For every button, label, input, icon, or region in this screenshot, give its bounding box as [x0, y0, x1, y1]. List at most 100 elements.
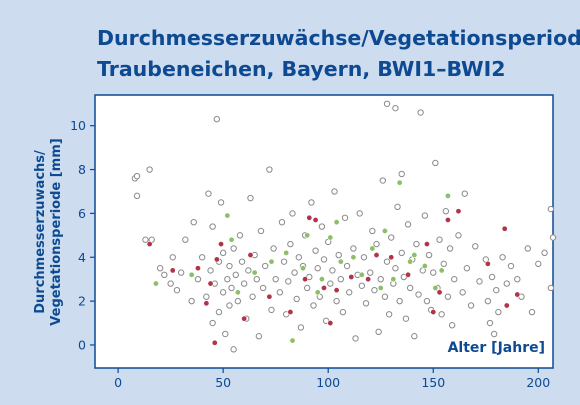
point: [209, 319, 216, 327]
point: [299, 265, 306, 272]
point: [152, 280, 159, 287]
point: [209, 223, 216, 230]
point: [438, 311, 445, 318]
point: [255, 333, 263, 340]
point: [404, 221, 412, 228]
point: [442, 208, 450, 215]
point: [346, 289, 353, 296]
point: [297, 324, 305, 331]
point: [146, 166, 153, 173]
point: [161, 271, 168, 279]
point: [133, 192, 141, 200]
point: [484, 260, 491, 267]
point: [495, 308, 502, 316]
point: [304, 232, 311, 239]
point: [358, 282, 366, 289]
point: [312, 216, 319, 223]
point: [440, 260, 447, 268]
point: [280, 258, 288, 265]
point: [476, 278, 483, 285]
point: [333, 219, 340, 226]
point: [493, 286, 500, 294]
point: [222, 330, 229, 338]
point: [293, 295, 300, 303]
point: [499, 254, 506, 261]
point: [312, 247, 319, 254]
point: [230, 245, 237, 252]
point: [388, 254, 395, 261]
point: [268, 258, 275, 265]
point: [396, 179, 403, 186]
point: [295, 254, 302, 261]
point: [327, 280, 334, 287]
point: [375, 328, 382, 336]
point: [547, 205, 555, 213]
point: [503, 280, 510, 287]
point: [224, 275, 231, 283]
point: [146, 241, 153, 248]
point: [257, 227, 265, 235]
point: [329, 267, 336, 274]
point: [406, 284, 414, 292]
y-axis-label-line: Vegetationsperiode [mm]: [49, 138, 64, 325]
point: [451, 275, 458, 283]
point: [266, 293, 273, 300]
y-tick-label: 0: [78, 337, 86, 352]
point: [350, 254, 357, 261]
point: [268, 306, 275, 314]
point: [488, 273, 496, 281]
point: [333, 297, 340, 305]
point: [327, 234, 334, 241]
point: [514, 291, 521, 298]
point: [167, 280, 174, 287]
point: [425, 251, 433, 259]
point: [341, 214, 349, 221]
point: [436, 289, 443, 296]
point: [283, 249, 290, 256]
point: [392, 265, 399, 272]
point: [234, 289, 241, 296]
point: [385, 311, 393, 318]
point: [402, 315, 410, 322]
point: [215, 308, 223, 316]
point: [535, 260, 542, 268]
point: [190, 218, 197, 226]
point: [421, 263, 428, 270]
point: [369, 245, 376, 252]
point: [194, 265, 201, 272]
point: [261, 262, 269, 270]
point: [463, 265, 471, 272]
point: [381, 293, 389, 300]
point: [226, 262, 233, 270]
point: [314, 289, 321, 296]
point: [266, 166, 273, 173]
point: [241, 315, 248, 322]
point: [318, 276, 325, 283]
point: [318, 223, 326, 230]
point: [276, 289, 284, 296]
point: [203, 300, 210, 307]
point: [320, 284, 327, 291]
point: [467, 302, 475, 309]
point: [272, 275, 279, 283]
x-tick-label: 0: [114, 375, 122, 390]
point: [228, 284, 235, 292]
point: [287, 240, 294, 248]
x-tick-label: 200: [526, 375, 550, 390]
point: [339, 308, 347, 316]
y-tick-label: 6: [78, 206, 86, 221]
point: [251, 269, 258, 276]
point: [218, 241, 225, 248]
point: [348, 273, 355, 280]
point: [219, 289, 227, 296]
point: [335, 251, 342, 259]
point: [413, 240, 420, 248]
point: [430, 309, 437, 316]
point: [327, 320, 334, 327]
point: [390, 276, 397, 283]
point: [377, 284, 384, 291]
point: [289, 210, 296, 217]
point: [306, 214, 313, 221]
point: [188, 297, 195, 305]
